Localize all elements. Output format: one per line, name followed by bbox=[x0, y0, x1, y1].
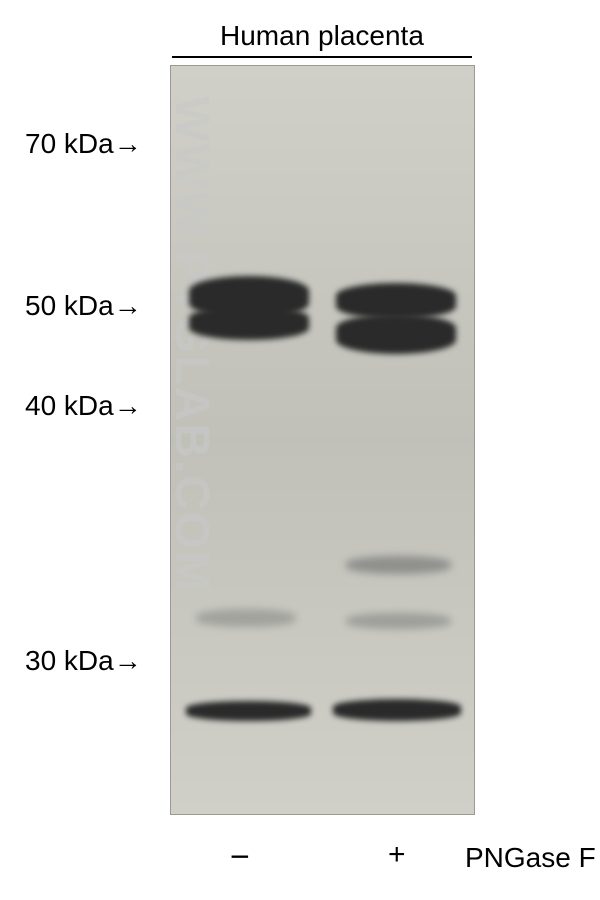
sample-label: Human placenta bbox=[220, 20, 424, 52]
treatment-name-label: PNGase F bbox=[465, 842, 596, 874]
band-lane1-50kda-lower bbox=[189, 306, 309, 340]
blot-membrane: WWW.PTGLAB.COM bbox=[170, 65, 475, 815]
band-lane2-faint-2 bbox=[346, 613, 451, 629]
band-lane1-faint-mid bbox=[196, 609, 296, 627]
band-lane1-bottom bbox=[186, 701, 311, 721]
band-lane2-bottom bbox=[333, 699, 461, 721]
figure-container: Human placenta WWW.PTGLAB.COM 70 kDa→ 50… bbox=[0, 0, 600, 900]
mw-label-50: 50 kDa→ bbox=[25, 290, 142, 322]
treatment-minus: − bbox=[230, 838, 250, 877]
mw-label-40: 40 kDa→ bbox=[25, 390, 142, 422]
watermark-text: WWW.PTGLAB.COM bbox=[164, 96, 219, 593]
mw-label-70: 70 kDa→ bbox=[25, 128, 142, 160]
mw-label-30: 30 kDa→ bbox=[25, 645, 142, 677]
band-lane2-faint-1 bbox=[346, 556, 451, 574]
sample-underline bbox=[172, 56, 472, 58]
band-lane2-50kda-lower bbox=[336, 314, 456, 354]
treatment-plus: + bbox=[388, 838, 406, 872]
